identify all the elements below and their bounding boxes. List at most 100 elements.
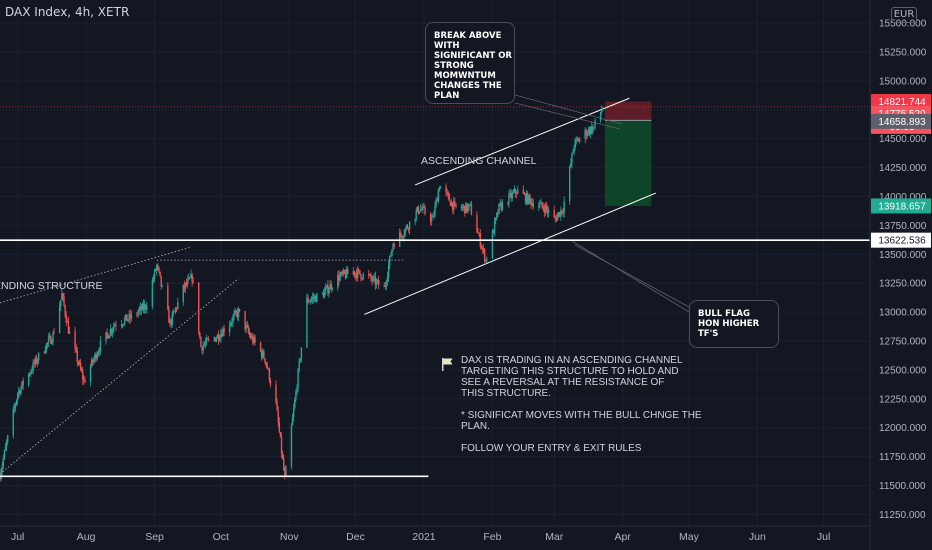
candle-body: [113, 326, 115, 330]
candle-body: [448, 194, 451, 202]
candle-body: [279, 431, 282, 438]
candle-body: [563, 201, 565, 213]
candle-body: [408, 221, 411, 230]
candle-body: [19, 390, 21, 394]
candle-body: [223, 328, 225, 333]
target-price-tag: 13918.657: [878, 201, 926, 212]
callout-line: STRONG: [434, 61, 474, 71]
candle-body: [501, 202, 504, 210]
y-tick-label: 14500.000: [879, 134, 927, 145]
candle-body: [483, 249, 486, 262]
candle-body: [126, 314, 128, 322]
candle-body: [331, 287, 334, 289]
candle-body: [12, 408, 14, 436]
channel-upper-line[interactable]: [414, 97, 630, 186]
note-line: THIS STRUCTURE.: [461, 388, 551, 399]
candle-body: [191, 274, 193, 282]
candle-body: [591, 126, 593, 133]
note-line: * SIGNIFICAT MOVES WITH THE BULL CHNGE T…: [461, 410, 702, 421]
candle-body: [205, 338, 208, 343]
currency-button[interactable]: EUR: [891, 7, 917, 23]
candle-body: [5, 441, 8, 447]
candle-body: [400, 232, 402, 236]
candle-body: [562, 212, 564, 214]
candle-body: [47, 337, 50, 343]
candle-body: [347, 268, 349, 274]
candle-body: [249, 334, 252, 339]
candle-body: [173, 311, 176, 313]
descending-lower-line[interactable]: [0, 278, 239, 475]
analysis-note: DAX IS TRADING IN AN ASCENDING CHANNEL TA…: [461, 355, 702, 454]
candle-body: [37, 352, 40, 361]
position-stop-zone[interactable]: [605, 101, 652, 121]
candle-body: [175, 308, 178, 309]
candle-body: [344, 273, 347, 278]
candle-body: [402, 237, 404, 238]
descending-upper-line[interactable]: [0, 247, 191, 304]
candle-body: [265, 361, 267, 365]
candle-body: [3, 450, 6, 459]
candle-body: [541, 202, 543, 207]
candle-body: [543, 208, 546, 213]
x-tick-label: May: [679, 531, 700, 543]
candle-body: [418, 211, 421, 214]
callout-bull-flag[interactable]: BULL FLAG HON HIGHER TF'S: [689, 300, 779, 348]
candle-body: [28, 373, 30, 386]
x-tick-label: Jun: [749, 531, 766, 543]
candle-body: [362, 273, 364, 279]
chart-title: DAX Index, 4h, XETR: [5, 5, 130, 19]
candle-body: [329, 283, 331, 290]
callout-line: BREAK ABOVE: [434, 31, 502, 41]
y-tick-label: 15000.000: [879, 76, 927, 87]
candle-body: [142, 303, 145, 310]
candle-body: [393, 244, 395, 247]
candle-body: [48, 335, 51, 338]
candle-body: [587, 128, 590, 134]
candle-body: [115, 324, 117, 327]
candle-body: [139, 306, 141, 310]
candle-body: [508, 193, 510, 204]
candle-body: [368, 273, 370, 276]
candle-body: [58, 306, 61, 333]
candle-body: [449, 201, 452, 206]
candle-body: [601, 110, 603, 113]
candle-body: [306, 297, 308, 348]
candle-body: [125, 314, 127, 319]
stop-price-tag: 14821.744: [878, 97, 926, 108]
candle-body: [311, 297, 314, 299]
callout-line: WITH: [434, 41, 460, 51]
candle-body: [296, 388, 298, 392]
candle-body: [373, 276, 375, 278]
candle-body: [424, 207, 426, 215]
candle-body: [530, 199, 532, 206]
candle-body: [576, 139, 579, 140]
candle-body: [46, 342, 49, 344]
channel-lower-line[interactable]: [364, 192, 657, 315]
candle-body: [97, 352, 99, 355]
candle-body: [480, 246, 483, 248]
candle-body: [423, 206, 425, 208]
callout-pointer: [574, 244, 690, 308]
candle-body: [192, 281, 194, 283]
position-target-zone[interactable]: [605, 120, 652, 206]
candle-body: [275, 384, 277, 402]
candle-body: [339, 275, 341, 281]
candle-body: [230, 323, 232, 326]
candle-body: [516, 193, 518, 194]
entry-price-tag-bg: [871, 113, 931, 129]
candle-body: [68, 331, 71, 334]
candle-body: [467, 206, 469, 212]
callout-break-above[interactable]: BREAK ABOVE WITH SIGNIFICANT OR STRONG MOMWN…: [425, 22, 515, 104]
candle-body: [266, 364, 268, 369]
candle-body: [328, 289, 330, 294]
candle-body: [340, 272, 342, 276]
candle-body: [200, 337, 202, 348]
candle-body: [114, 324, 116, 327]
candle-body: [594, 120, 596, 127]
candle-body: [20, 387, 22, 394]
candle-body: [514, 188, 517, 194]
candle-body: [308, 301, 310, 303]
candle-body: [463, 205, 465, 208]
candle-body: [527, 193, 529, 204]
